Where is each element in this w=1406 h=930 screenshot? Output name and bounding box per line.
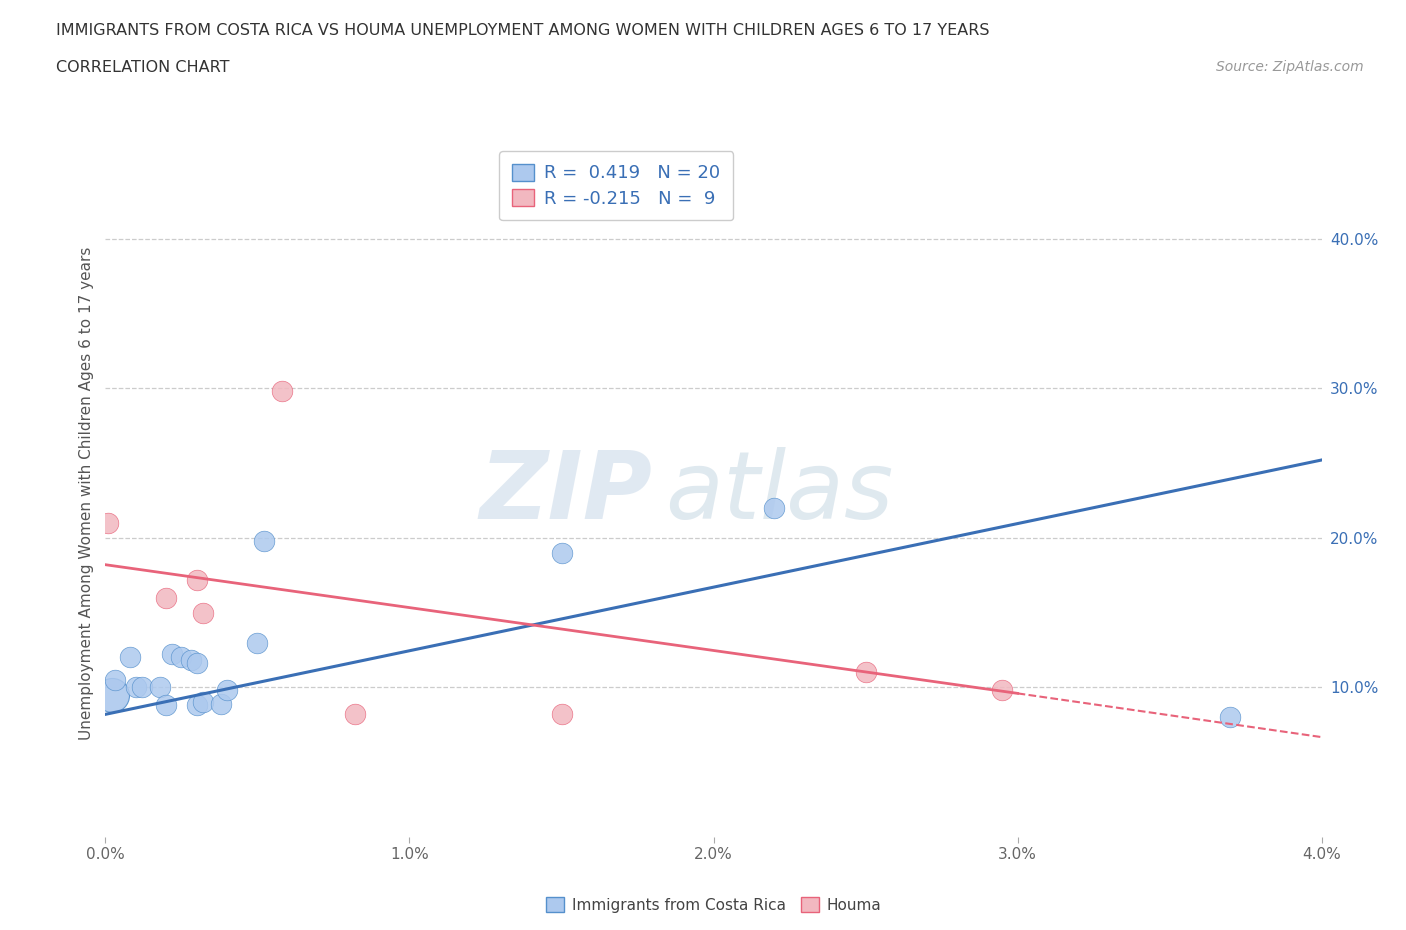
Point [131,680,153,695]
Legend: Immigrants from Costa Rica, Houma: Immigrants from Costa Rica, Houma [540,891,887,919]
Point [270,384,292,399]
Point [991,683,1014,698]
Point [1219,710,1241,724]
Point [246,635,269,650]
Point [103,672,125,687]
Point [855,665,877,680]
Point [191,695,214,710]
Point [209,697,232,711]
Point [180,653,202,668]
Point [763,500,786,515]
Point [155,698,177,712]
Point [118,650,141,665]
Point [550,707,572,722]
Point [100,687,122,702]
Point [186,656,208,671]
Point [162,647,184,662]
Point [217,683,239,698]
Text: ZIP: ZIP [479,447,652,538]
Point [550,545,572,560]
Point [125,680,148,695]
Point [97,515,120,530]
Y-axis label: Unemployment Among Women with Children Ages 6 to 17 years: Unemployment Among Women with Children A… [79,246,94,739]
Point [186,572,208,587]
Point [149,680,172,695]
Point [170,650,193,665]
Point [155,591,177,605]
Point [343,707,366,722]
Text: CORRELATION CHART: CORRELATION CHART [56,60,229,75]
Point [186,698,208,712]
Point [252,533,274,548]
Text: Source: ZipAtlas.com: Source: ZipAtlas.com [1216,60,1364,74]
Text: IMMIGRANTS FROM COSTA RICA VS HOUMA UNEMPLOYMENT AMONG WOMEN WITH CHILDREN AGES : IMMIGRANTS FROM COSTA RICA VS HOUMA UNEM… [56,23,990,38]
Point [191,605,214,620]
Text: atlas: atlas [665,447,893,538]
